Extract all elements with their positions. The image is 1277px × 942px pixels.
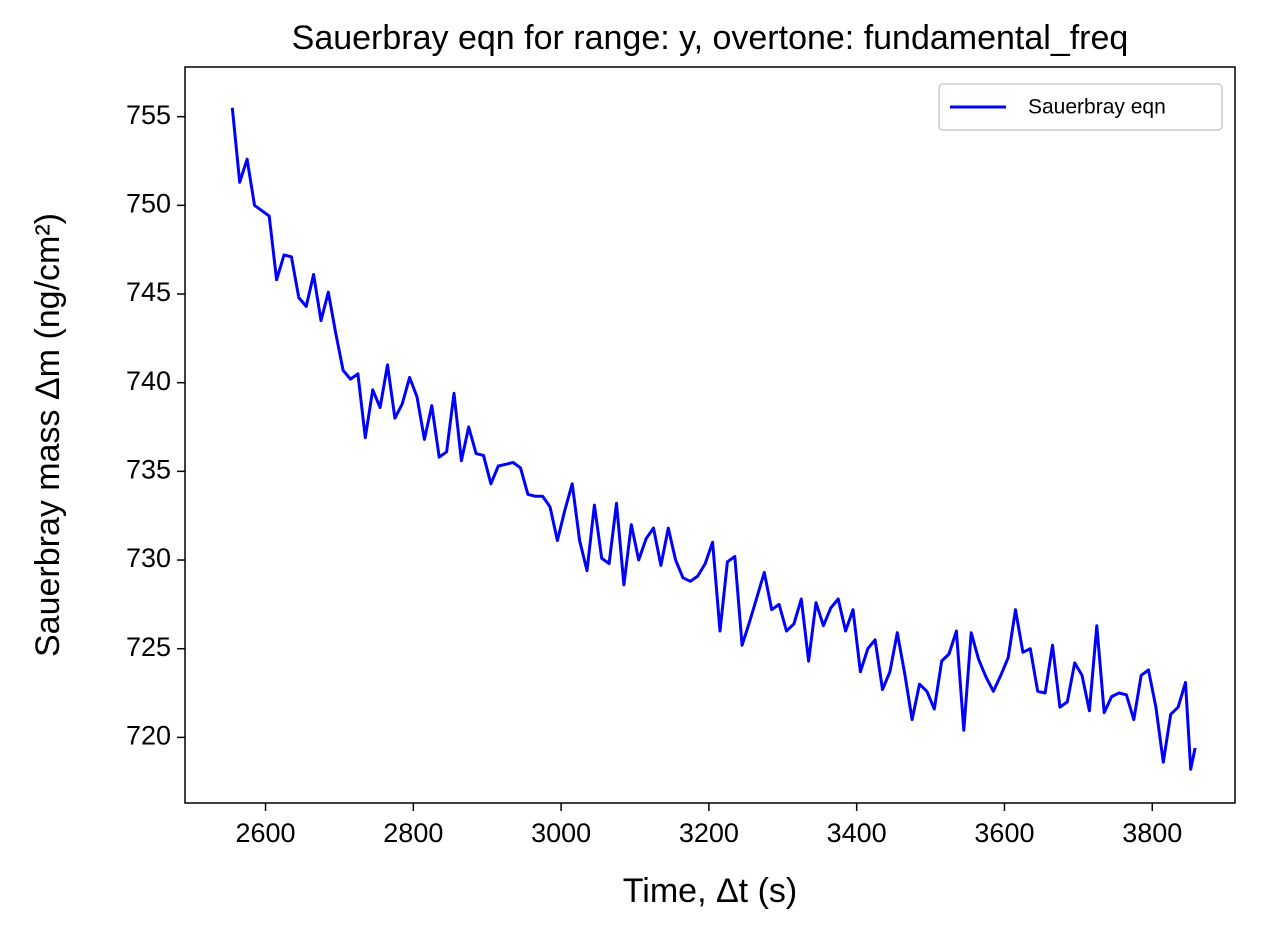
- x-tick-label: 2600: [236, 818, 296, 848]
- x-tick-label: 3600: [974, 818, 1034, 848]
- y-axis-label: Sauerbray mass Δm (ng/cm²): [29, 213, 67, 657]
- y-tick-label: 745: [126, 277, 171, 307]
- x-tick-label: 3800: [1122, 818, 1182, 848]
- x-axis-label: Time, Δt (s): [623, 872, 797, 910]
- y-tick-label: 725: [126, 632, 171, 662]
- plot-frame: [184, 66, 1236, 804]
- x-tick-label: 3000: [531, 818, 591, 848]
- y-tick-label: 750: [126, 188, 171, 218]
- legend-box: [938, 83, 1223, 131]
- x-tick-label: 3200: [679, 818, 739, 848]
- y-tick-label: 730: [126, 543, 171, 573]
- legend-label: Sauerbray eqn: [1028, 96, 1166, 119]
- y-tick-label: 740: [126, 366, 171, 396]
- y-tick-label: 720: [126, 721, 171, 751]
- x-tick-label: 3400: [827, 818, 887, 848]
- data-line: [230, 107, 1197, 771]
- y-tick-label: 755: [126, 100, 171, 130]
- chart-title: Sauerbray eqn for range: y, overtone: fu…: [292, 19, 1129, 57]
- x-tick-label: 2800: [383, 818, 443, 848]
- y-tick-label: 735: [126, 454, 171, 484]
